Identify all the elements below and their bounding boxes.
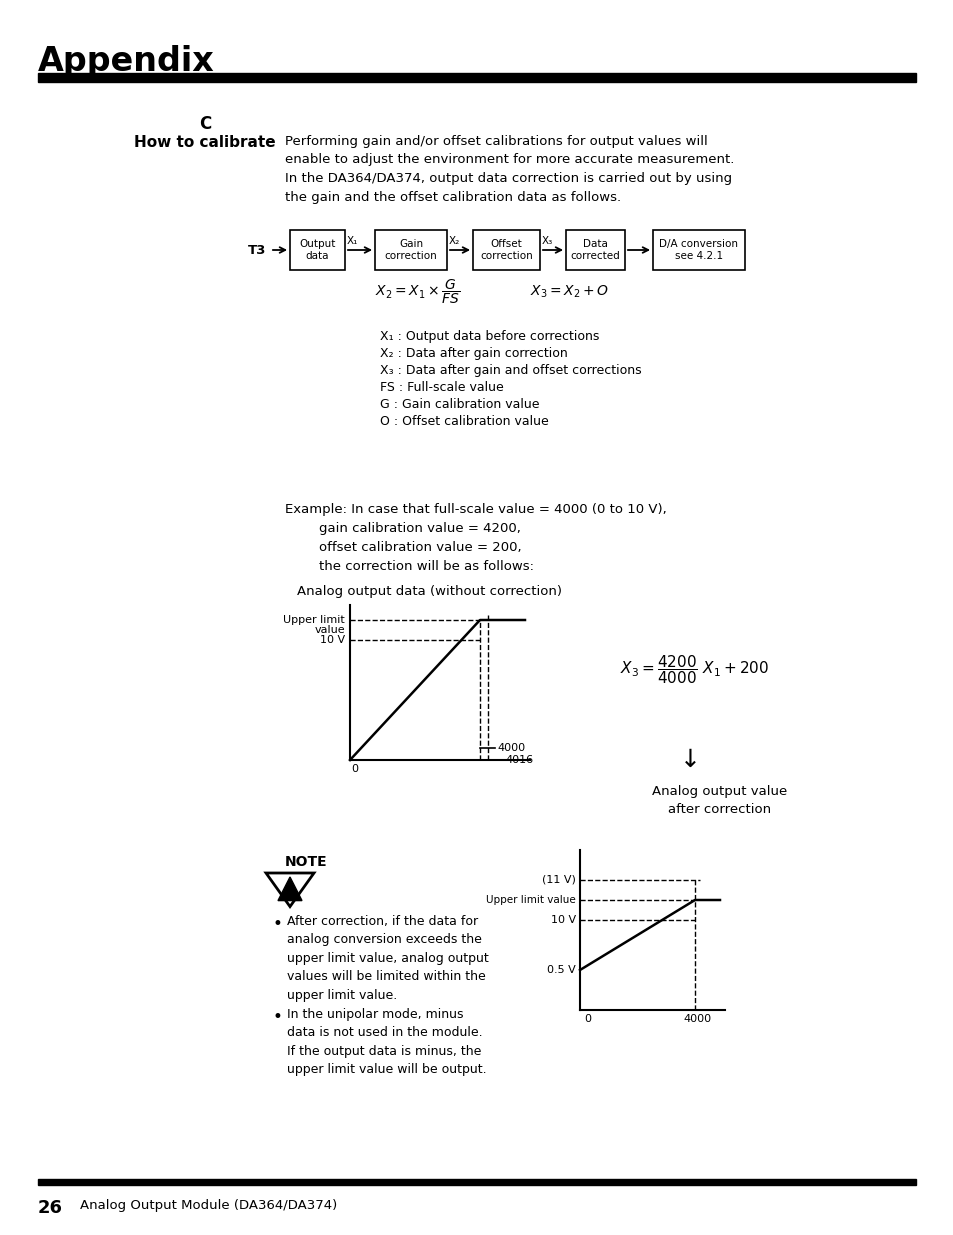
Text: X₁ : Output data before corrections: X₁ : Output data before corrections: [379, 330, 598, 343]
Text: after correction: after correction: [668, 803, 771, 816]
Text: FS : Full-scale value: FS : Full-scale value: [379, 382, 503, 394]
Text: ↓: ↓: [679, 748, 700, 772]
Bar: [290, 230, 345, 270]
Bar: [565, 230, 624, 270]
Text: Performing gain and/or offset calibrations for output values will
enable to adju: Performing gain and/or offset calibratio…: [285, 135, 734, 204]
Text: the correction will be as follows:: the correction will be as follows:: [285, 559, 534, 573]
Text: Analog Output Module (DA364/DA374): Analog Output Module (DA364/DA374): [80, 1199, 337, 1212]
Text: Upper limit: Upper limit: [283, 615, 345, 625]
Text: Analog output value: Analog output value: [652, 785, 787, 798]
Text: T3: T3: [248, 243, 266, 257]
Text: In the unipolar mode, minus
data is not used in the module.
If the output data i: In the unipolar mode, minus data is not …: [287, 1008, 486, 1077]
Text: After correction, if the data for
analog conversion exceeds the
upper limit valu: After correction, if the data for analog…: [287, 915, 488, 1002]
Bar: [473, 230, 539, 270]
Text: Analog output data (without correction): Analog output data (without correction): [297, 585, 562, 598]
Bar: [38, 73, 915, 82]
Text: 10 V: 10 V: [550, 915, 576, 925]
Text: Offset
correction: Offset correction: [479, 240, 533, 261]
Text: offset calibration value = 200,: offset calibration value = 200,: [285, 541, 521, 555]
Bar: [38, 1179, 915, 1186]
Text: 0: 0: [584, 1014, 591, 1024]
Text: (11 V): (11 V): [541, 876, 576, 885]
Text: C: C: [198, 115, 211, 133]
Text: X₂ : Data after gain correction: X₂ : Data after gain correction: [379, 347, 567, 359]
Text: Example: In case that full-scale value = 4000 (0 to 10 V),: Example: In case that full-scale value =…: [285, 503, 666, 516]
Text: Gain
correction: Gain correction: [384, 240, 436, 261]
Text: $X_3 = \dfrac{4200}{4000}\ X_1 + 200$: $X_3 = \dfrac{4200}{4000}\ X_1 + 200$: [619, 653, 768, 687]
Text: 4000: 4000: [683, 1014, 711, 1024]
Text: X₁: X₁: [347, 236, 358, 246]
Text: 4000: 4000: [497, 743, 524, 753]
Text: value: value: [314, 625, 345, 635]
Text: X₂: X₂: [449, 236, 459, 246]
Text: gain calibration value = 4200,: gain calibration value = 4200,: [285, 522, 520, 535]
Text: G : Gain calibration value: G : Gain calibration value: [379, 398, 539, 411]
Text: X₃ : Data after gain and offset corrections: X₃ : Data after gain and offset correcti…: [379, 364, 641, 377]
Text: 4016: 4016: [504, 755, 533, 764]
Text: O : Offset calibration value: O : Offset calibration value: [379, 415, 548, 429]
Text: Data
corrected: Data corrected: [570, 240, 619, 261]
Text: NOTE: NOTE: [285, 855, 327, 869]
Polygon shape: [266, 873, 314, 906]
Bar: [375, 230, 447, 270]
Text: •: •: [273, 1008, 283, 1026]
Text: $X_3 = X_2 + O$: $X_3 = X_2 + O$: [530, 284, 609, 300]
Text: Appendix: Appendix: [38, 44, 214, 78]
Text: Output
data: Output data: [299, 240, 335, 261]
Text: 10 V: 10 V: [319, 635, 345, 645]
Text: 0: 0: [351, 764, 358, 774]
Text: How to calibrate: How to calibrate: [134, 135, 275, 149]
Text: D/A conversion
see 4.2.1: D/A conversion see 4.2.1: [659, 240, 738, 261]
Text: 0.5 V: 0.5 V: [547, 965, 576, 974]
Text: Upper limit value: Upper limit value: [486, 895, 576, 905]
Text: 26: 26: [38, 1199, 63, 1216]
Text: $X_2 = X_1 \times \dfrac{G}{FS}$: $X_2 = X_1 \times \dfrac{G}{FS}$: [375, 278, 460, 306]
Text: •: •: [273, 915, 283, 932]
Bar: [652, 230, 744, 270]
Polygon shape: [277, 877, 302, 900]
Text: X₃: X₃: [541, 236, 553, 246]
